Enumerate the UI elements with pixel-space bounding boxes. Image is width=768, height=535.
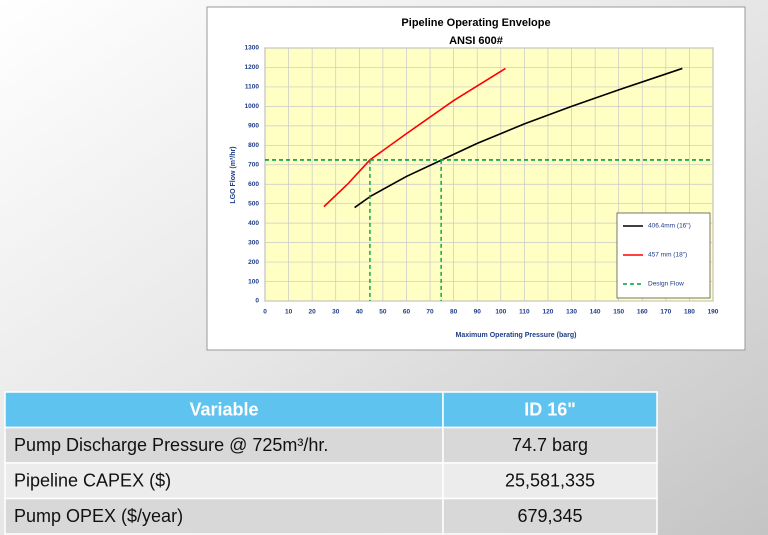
x-tick-label: 130 [566, 309, 577, 316]
x-tick-label: 40 [356, 309, 364, 316]
table-cell-text: 74.7 barg [512, 435, 588, 455]
table-cell [442, 462, 658, 500]
y-tick-label: 0 [255, 298, 259, 305]
x-tick-label: 170 [660, 309, 671, 316]
legend-label: 406.4mm (16") [648, 223, 691, 230]
x-tick-label: 50 [379, 309, 387, 316]
y-tick-label: 400 [248, 220, 259, 227]
table-cell-text: Pump OPEX ($/year) [14, 506, 183, 526]
y-tick-label: 1200 [245, 64, 260, 71]
y-tick-label: 700 [248, 161, 259, 168]
x-tick-label: 120 [543, 309, 554, 316]
y-tick-label: 600 [248, 181, 259, 188]
y-tick-label: 100 [248, 278, 259, 285]
table-cell-text: Pipeline CAPEX ($) [14, 471, 171, 491]
table-cell [442, 497, 658, 535]
series-line [323, 67, 506, 208]
x-tick-label: 90 [474, 309, 482, 316]
x-tick-label: 0 [263, 309, 267, 316]
x-tick-label: 30 [332, 309, 340, 316]
chart-subtitle: ANSI 600# [449, 35, 503, 47]
table-header-cell [442, 391, 658, 429]
table-cell-text: 25,581,335 [505, 471, 595, 491]
x-tick-label: 150 [613, 309, 624, 316]
x-tick-label: 110 [519, 309, 530, 316]
table-header-text: Variable [189, 400, 258, 420]
y-tick-label: 1000 [245, 103, 260, 110]
x-tick-label: 190 [708, 309, 719, 316]
x-tick-label: 20 [309, 309, 317, 316]
legend-label: 457 mm (18") [648, 252, 687, 259]
x-tick-label: 180 [684, 309, 695, 316]
y-axis-label: LGO Flow (m³/hr) [230, 146, 237, 203]
y-tick-label: 1100 [245, 84, 259, 91]
y-tick-label: 800 [248, 142, 259, 149]
x-tick-label: 80 [450, 309, 458, 316]
x-tick-label: 60 [403, 309, 411, 316]
series-line [354, 67, 683, 209]
x-tick-label: 140 [590, 309, 601, 316]
y-tick-label: 200 [248, 259, 259, 266]
y-tick-label: 1300 [245, 45, 260, 52]
chart-title: Pipeline Operating Envelope [401, 17, 550, 29]
table-cell-text: Pump Discharge Pressure @ 725m³/hr. [14, 435, 328, 455]
x-tick-label: 70 [426, 309, 434, 316]
table: Variable ID 16" Pump Discharge Pressure @ … [4, 391, 658, 535]
legend-label: Design Flow [648, 281, 684, 288]
table-cell-text: 679,345 [517, 506, 582, 526]
table-header-cell [4, 391, 444, 429]
x-tick-label: 10 [285, 309, 293, 316]
x-tick-label: 160 [637, 309, 648, 316]
table-cell [4, 497, 444, 535]
y-tick-label: 900 [248, 123, 259, 130]
y-tick-label: 300 [248, 239, 259, 246]
x-axis-label: Maximum Operating Pressure (barg) [456, 332, 577, 339]
x-tick-label: 100 [495, 309, 506, 316]
y-tick-label: 500 [248, 200, 259, 207]
table-header-text: ID 16" [524, 400, 576, 420]
